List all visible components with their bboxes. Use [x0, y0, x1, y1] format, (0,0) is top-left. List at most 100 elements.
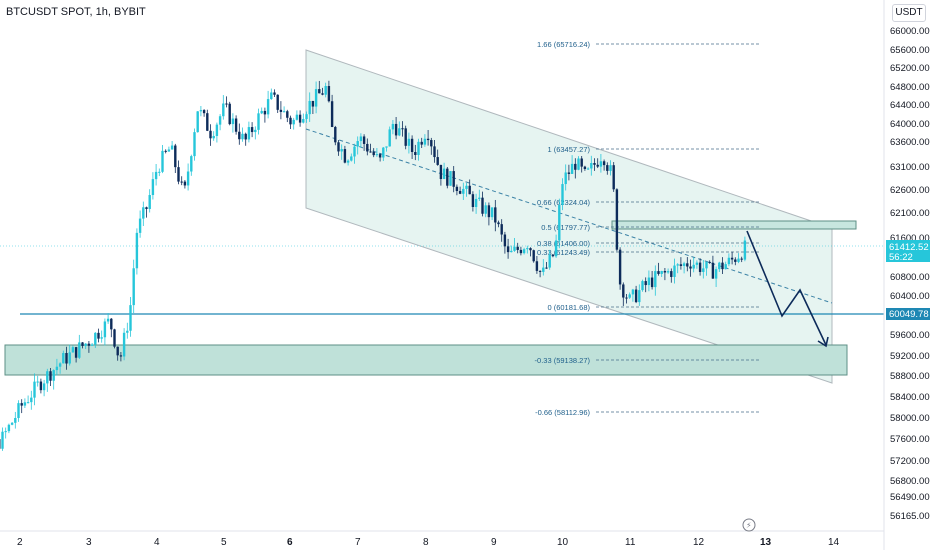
- candle-body: [494, 207, 497, 223]
- candle-body: [78, 342, 81, 358]
- candle-body: [375, 154, 379, 156]
- fib-level-label: -0.66 (58112.96): [535, 408, 590, 417]
- candle-body: [113, 329, 116, 347]
- candle-body: [718, 262, 721, 270]
- candle-body: [394, 123, 398, 136]
- projection-arrowhead: [817, 336, 829, 348]
- candle-body: [1, 431, 4, 449]
- candle-body: [519, 249, 523, 254]
- candle-body: [673, 265, 676, 277]
- candle-body: [286, 111, 289, 118]
- candle-body: [631, 289, 635, 295]
- candle-body: [634, 289, 638, 303]
- candle-body: [734, 259, 737, 262]
- candle-body: [641, 281, 644, 291]
- lightning-icon: [742, 518, 756, 532]
- candle-body: [266, 99, 270, 115]
- candle-body: [314, 89, 318, 107]
- candle-body: [330, 101, 334, 127]
- candle-body: [337, 142, 340, 152]
- candle-body: [340, 149, 343, 152]
- candle-body: [17, 403, 20, 419]
- candle-body: [58, 363, 62, 367]
- candle-body: [289, 117, 292, 125]
- descending-channel: [305, 49, 833, 384]
- candle-body: [151, 179, 155, 196]
- candle-body: [260, 110, 263, 114]
- candle-body: [26, 402, 30, 404]
- y-tick-label: 60800.00: [890, 272, 930, 283]
- candle-body: [478, 197, 481, 199]
- x-tick-label: 12: [693, 537, 705, 548]
- candle-body: [487, 205, 491, 218]
- candle-body: [97, 332, 100, 339]
- candle-body: [743, 240, 747, 260]
- candle-body: [362, 136, 366, 144]
- x-tick-label: 9: [491, 537, 497, 548]
- candle-body: [42, 383, 46, 391]
- candle-body: [705, 261, 708, 269]
- candle-body: [657, 271, 660, 274]
- candle-body: [401, 128, 404, 130]
- candle-body: [430, 140, 433, 147]
- candle-body: [119, 355, 123, 357]
- candle-body: [356, 141, 359, 147]
- y-tick-label: 57200.00: [890, 456, 930, 467]
- candle-body: [14, 418, 17, 423]
- candle-body: [558, 204, 561, 241]
- candle-body: [679, 264, 683, 266]
- candle-body: [586, 168, 590, 170]
- candle-body: [126, 330, 129, 333]
- candle-body: [106, 318, 110, 322]
- y-tick-label: 59200.00: [890, 351, 930, 362]
- candle-body: [532, 250, 535, 262]
- candle-body: [193, 132, 196, 157]
- candle-body: [503, 234, 507, 247]
- candle-body: [382, 147, 385, 158]
- candle-body: [439, 164, 443, 180]
- candle-body: [666, 271, 670, 273]
- candle-body: [730, 257, 734, 260]
- candle-body: [714, 269, 718, 279]
- y-axis: 66000.00 65600.00 65200.00 64800.00 64400.00…: [890, 26, 930, 522]
- resistance-zone: [611, 220, 857, 230]
- fibonacci-levels: 1.66 (65716.24) 1 (63457.27) 0.66 (62324.0…: [535, 40, 760, 417]
- candle-body: [410, 138, 414, 153]
- candle-body: [212, 135, 215, 139]
- candle-body: [510, 250, 513, 253]
- candle-body: [158, 171, 161, 173]
- candle-body: [647, 277, 651, 286]
- candlesticks: [0, 80, 747, 451]
- candle-body: [695, 262, 699, 265]
- candle-body: [462, 188, 465, 194]
- candle-body: [318, 89, 321, 94]
- y-tick-label: 66000.00: [890, 26, 930, 37]
- candle-body: [263, 110, 267, 115]
- y-tick-label: 63100.00: [890, 162, 930, 173]
- candle-body: [497, 222, 500, 225]
- countdown-label: 56:22: [889, 252, 913, 263]
- candle-body: [567, 172, 571, 174]
- candle-body: [39, 381, 43, 391]
- candle-body: [94, 332, 97, 345]
- candle-body: [116, 346, 119, 356]
- candle-body: [535, 261, 539, 271]
- candle-body: [644, 281, 647, 286]
- y-tick-label: 65600.00: [890, 45, 930, 56]
- currency-button[interactable]: USDT: [892, 4, 926, 22]
- candle-body: [270, 92, 273, 100]
- candle-body: [721, 262, 724, 270]
- candle-body: [609, 165, 612, 171]
- candle-body: [247, 127, 251, 140]
- candle-body: [23, 402, 27, 406]
- candle-body: [455, 186, 459, 191]
- candle-body: [426, 138, 430, 141]
- support-zone: [4, 344, 848, 376]
- candle-body: [570, 163, 574, 174]
- candle-body: [506, 246, 510, 253]
- candle-body: [186, 171, 190, 186]
- candle-body: [622, 284, 625, 298]
- candle-body: [468, 185, 471, 195]
- candle-body: [593, 163, 596, 165]
